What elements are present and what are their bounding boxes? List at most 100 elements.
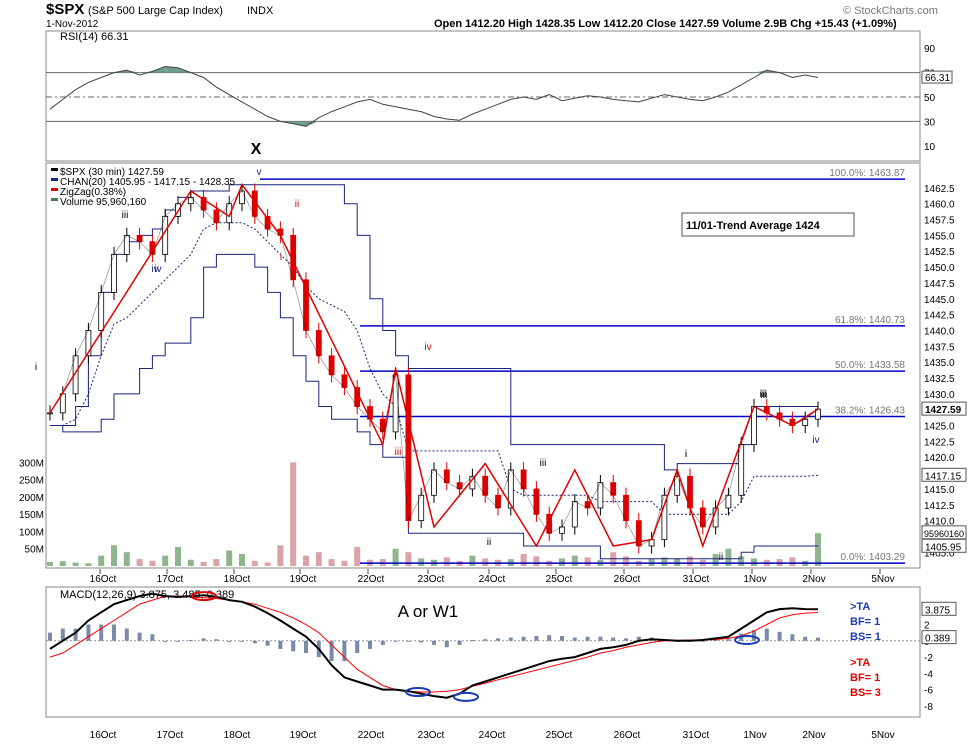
price-legend-item: ZigZag(0.38%) [60,187,126,198]
zigzag-line [49,183,819,549]
macd-histogram-bar [342,640,347,662]
macd-histogram-bar [444,640,449,648]
macd-tick-label: -6 [924,686,933,697]
macd-signal-red: BS= 3 [850,687,881,699]
crossover-marker [734,634,760,645]
x-tick-label: 22Oct [358,574,385,585]
macd-histogram-bar [60,628,65,641]
macd-histogram-bar [380,640,385,645]
x-tick-label: 1Nov [743,574,766,585]
macd-histogram-bar [163,640,168,642]
volume-bar [328,559,335,566]
macd-histogram-bar [611,637,616,641]
volume-bar [571,555,578,566]
x-tick-label-macd: 26Oct [614,730,641,741]
x-tick-label-macd: 18Oct [224,730,251,741]
price-tick-label: 1432.5 [924,374,955,385]
macd-histogram-bar [73,628,78,641]
symbol-title: $SPX [46,1,84,18]
macd-signal-red: >TA [850,657,870,669]
x-tick-label: 18Oct [224,574,251,585]
price-tick-label: 1420.0 [924,453,955,464]
wave-label: iv [812,435,819,446]
macd-signal-blue: >TA [850,601,870,613]
volume-bar [239,553,245,566]
volume-tick-label: 200M [19,493,44,504]
wave-label: i [685,449,687,460]
volume-bar [175,546,181,566]
macd-histogram-bar [470,639,475,641]
volume-last-box [921,525,967,540]
volume-bar [303,555,309,566]
volume-bar [789,557,796,566]
rsi-tick-label: 10 [924,142,936,153]
price-legend-swatch [51,188,58,191]
volume-bar [72,562,79,566]
macd-tick-label: 2 [924,621,930,632]
volume-bar [341,560,348,566]
volume-bar [443,557,450,566]
x-tick-label: 26Oct [614,574,641,585]
ohlc-summary: Open 1412.20 High 1428.35 Low 1412.20 Cl… [434,18,897,30]
exchange-label: INDX [247,5,274,17]
macd-histogram-bar [201,638,206,641]
price-tick-label: 1437.5 [924,342,955,353]
volume-bar [392,548,399,566]
wave-label: v [257,167,262,178]
x-tick-label: 23Oct [418,574,445,585]
macd-histogram-bar [150,634,155,641]
volume-bar [469,555,476,566]
rsi-overbought-fill [126,70,140,73]
rsi-oversold-fill [293,121,306,127]
macd-histogram-bar [803,636,808,641]
wave-label: iii [395,447,402,458]
macd-histogram-bar [291,640,296,652]
macd-histogram-bar [240,640,244,642]
macd-histogram-bar [700,640,705,642]
price-last-label: 1427.59 [925,405,962,416]
wave-label: ii [719,552,723,563]
rsi-tick-label: 50 [924,93,936,104]
volume-bar [405,552,412,566]
macd-histogram-bar [534,635,539,641]
macd-histogram-bar [572,637,577,641]
x-tick-label: 19Oct [290,574,317,585]
macd-histogram-bar [188,639,193,641]
macd-histogram-bar [713,639,718,641]
price-tick-label: 1415.0 [924,485,955,496]
symbol-name: (S&P 500 Large Cap Index) [88,5,223,17]
volume-bar [264,562,271,566]
fib-label: 38.2%: 1426.43 [835,405,905,416]
macd-histogram-bar [726,639,731,641]
macd-histogram-bar [816,637,820,641]
price-layer: 300M 250M 200M 150M 100M 50M 100.0%: 1463.87 61… [19,141,967,566]
macd-histogram-bar [176,640,180,642]
volume-bar [738,556,745,566]
volume-bar [559,558,565,566]
price-legend-item: CHAN(20) 1405.95 - 1417.15 - 1428.35 [60,177,236,188]
macd-last-box [921,601,957,616]
price-tick-label: 1422.5 [924,437,955,448]
x-tick-label: 5Nov [871,574,894,585]
x-tick-label: 24Oct [479,574,506,585]
x-tick-label-macd: 2Nov [802,730,825,741]
fib-label: 100.0%: 1463.87 [829,168,905,179]
price-tick-label: 1440.0 [924,326,955,337]
volume-bar [136,559,143,566]
x-tick-label-macd: 19Oct [290,730,317,741]
macd-histogram-bar [432,640,436,645]
price-tick-label: 1412.5 [924,501,955,512]
macd-histogram-bar [214,639,219,641]
volume-bar [482,558,489,566]
price-candle [47,412,53,415]
rsi-overbought-fill [165,66,178,73]
volume-bar [725,548,732,566]
x-tick-label: 2Nov [802,574,825,585]
rsi-oversold-fill [306,121,319,127]
trend-average-box [681,212,855,237]
x-tick-label-macd: 31Oct [683,730,710,741]
macd-last-box [921,630,957,645]
volume-tick-label: 50M [25,545,44,556]
rsi-legend: RSI(14) 66.31 [60,31,128,43]
macd-last-label: 0.389 [925,634,950,645]
